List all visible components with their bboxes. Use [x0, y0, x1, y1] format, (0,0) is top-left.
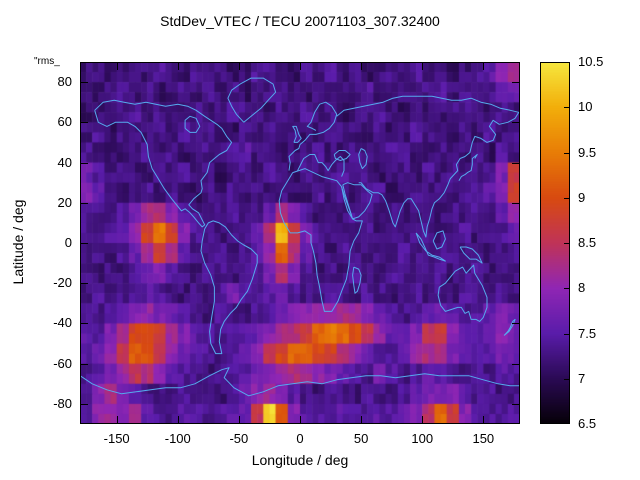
chart-title: StdDev_VTEC / TECU 20071103_307.32400	[160, 13, 440, 29]
y-tick-label: -40	[53, 315, 72, 331]
coastline-asia-south	[358, 112, 520, 238]
colorbar-tick-label: 10.5	[578, 54, 604, 69]
coastline-arabia	[342, 182, 373, 220]
x-tick-label: -100	[164, 431, 191, 446]
coastline-borneo	[432, 230, 446, 250]
y-tick-label: 40	[57, 154, 72, 170]
x-tick-label: 150	[472, 431, 495, 446]
y-tick-label: 0	[64, 235, 72, 250]
colorbar-tick-label: 6.5	[578, 416, 597, 431]
coastline-europe-west	[288, 101, 338, 171]
colorbar-tick-label: 10	[578, 99, 593, 115]
coastline-asia-north	[336, 95, 519, 117]
colorbar-border	[540, 62, 570, 424]
y-tick-label: -80	[53, 395, 72, 411]
colorbar	[540, 62, 570, 424]
heatmap-canvas	[80, 62, 520, 424]
y-tick-label: 60	[57, 114, 72, 130]
coastline-overlay	[80, 77, 520, 397]
coastline-sumatra-java	[415, 232, 446, 262]
coastline-north-america	[94, 99, 233, 228]
coastline-new-guinea	[459, 246, 483, 264]
coastline-caspian-sea	[358, 148, 368, 170]
coastline-australia	[437, 264, 488, 322]
y-tick-label: 20	[57, 194, 72, 210]
plot-border	[80, 62, 520, 424]
colorbar-tick-label: 9.5	[578, 144, 597, 160]
coastline-japan	[458, 154, 478, 181]
colorbar-frame	[540, 62, 570, 424]
colorbar-tick-label: 7	[578, 370, 586, 386]
coastline-antarctica	[80, 367, 520, 397]
colorbar-tick-label: 9	[578, 189, 586, 205]
plot-frame	[80, 62, 520, 424]
x-tick-label: -150	[103, 431, 130, 446]
y-tick-label: -20	[53, 275, 72, 291]
plot-area	[80, 62, 520, 424]
colorbar-tick-label: 8	[578, 280, 586, 296]
coastline-new-zealand	[503, 318, 516, 336]
coastline-south-america	[200, 220, 258, 355]
colorbar-tick-label: 8.5	[578, 235, 597, 250]
x-tick-label: 50	[353, 431, 369, 446]
y-tick-label: -60	[53, 355, 72, 371]
x-axis-label: Longitude / deg	[251, 452, 349, 468]
colorbar-tick-label: 7.5	[578, 325, 597, 341]
x-tick-label: 100	[411, 431, 434, 446]
coastline-madagascar	[352, 266, 362, 294]
coastline-black-sea	[333, 150, 351, 161]
y-tick-label: 80	[57, 74, 72, 90]
y-axis-label: Latitude / deg	[10, 199, 26, 285]
x-tick-label: -50	[229, 431, 249, 446]
corner-label: "rms_	[34, 56, 60, 67]
x-tick-label: 0	[296, 431, 304, 446]
coastline-hudson-bay	[184, 115, 201, 133]
coastline-british-isles	[292, 125, 302, 143]
coastline-greenland	[227, 77, 277, 123]
